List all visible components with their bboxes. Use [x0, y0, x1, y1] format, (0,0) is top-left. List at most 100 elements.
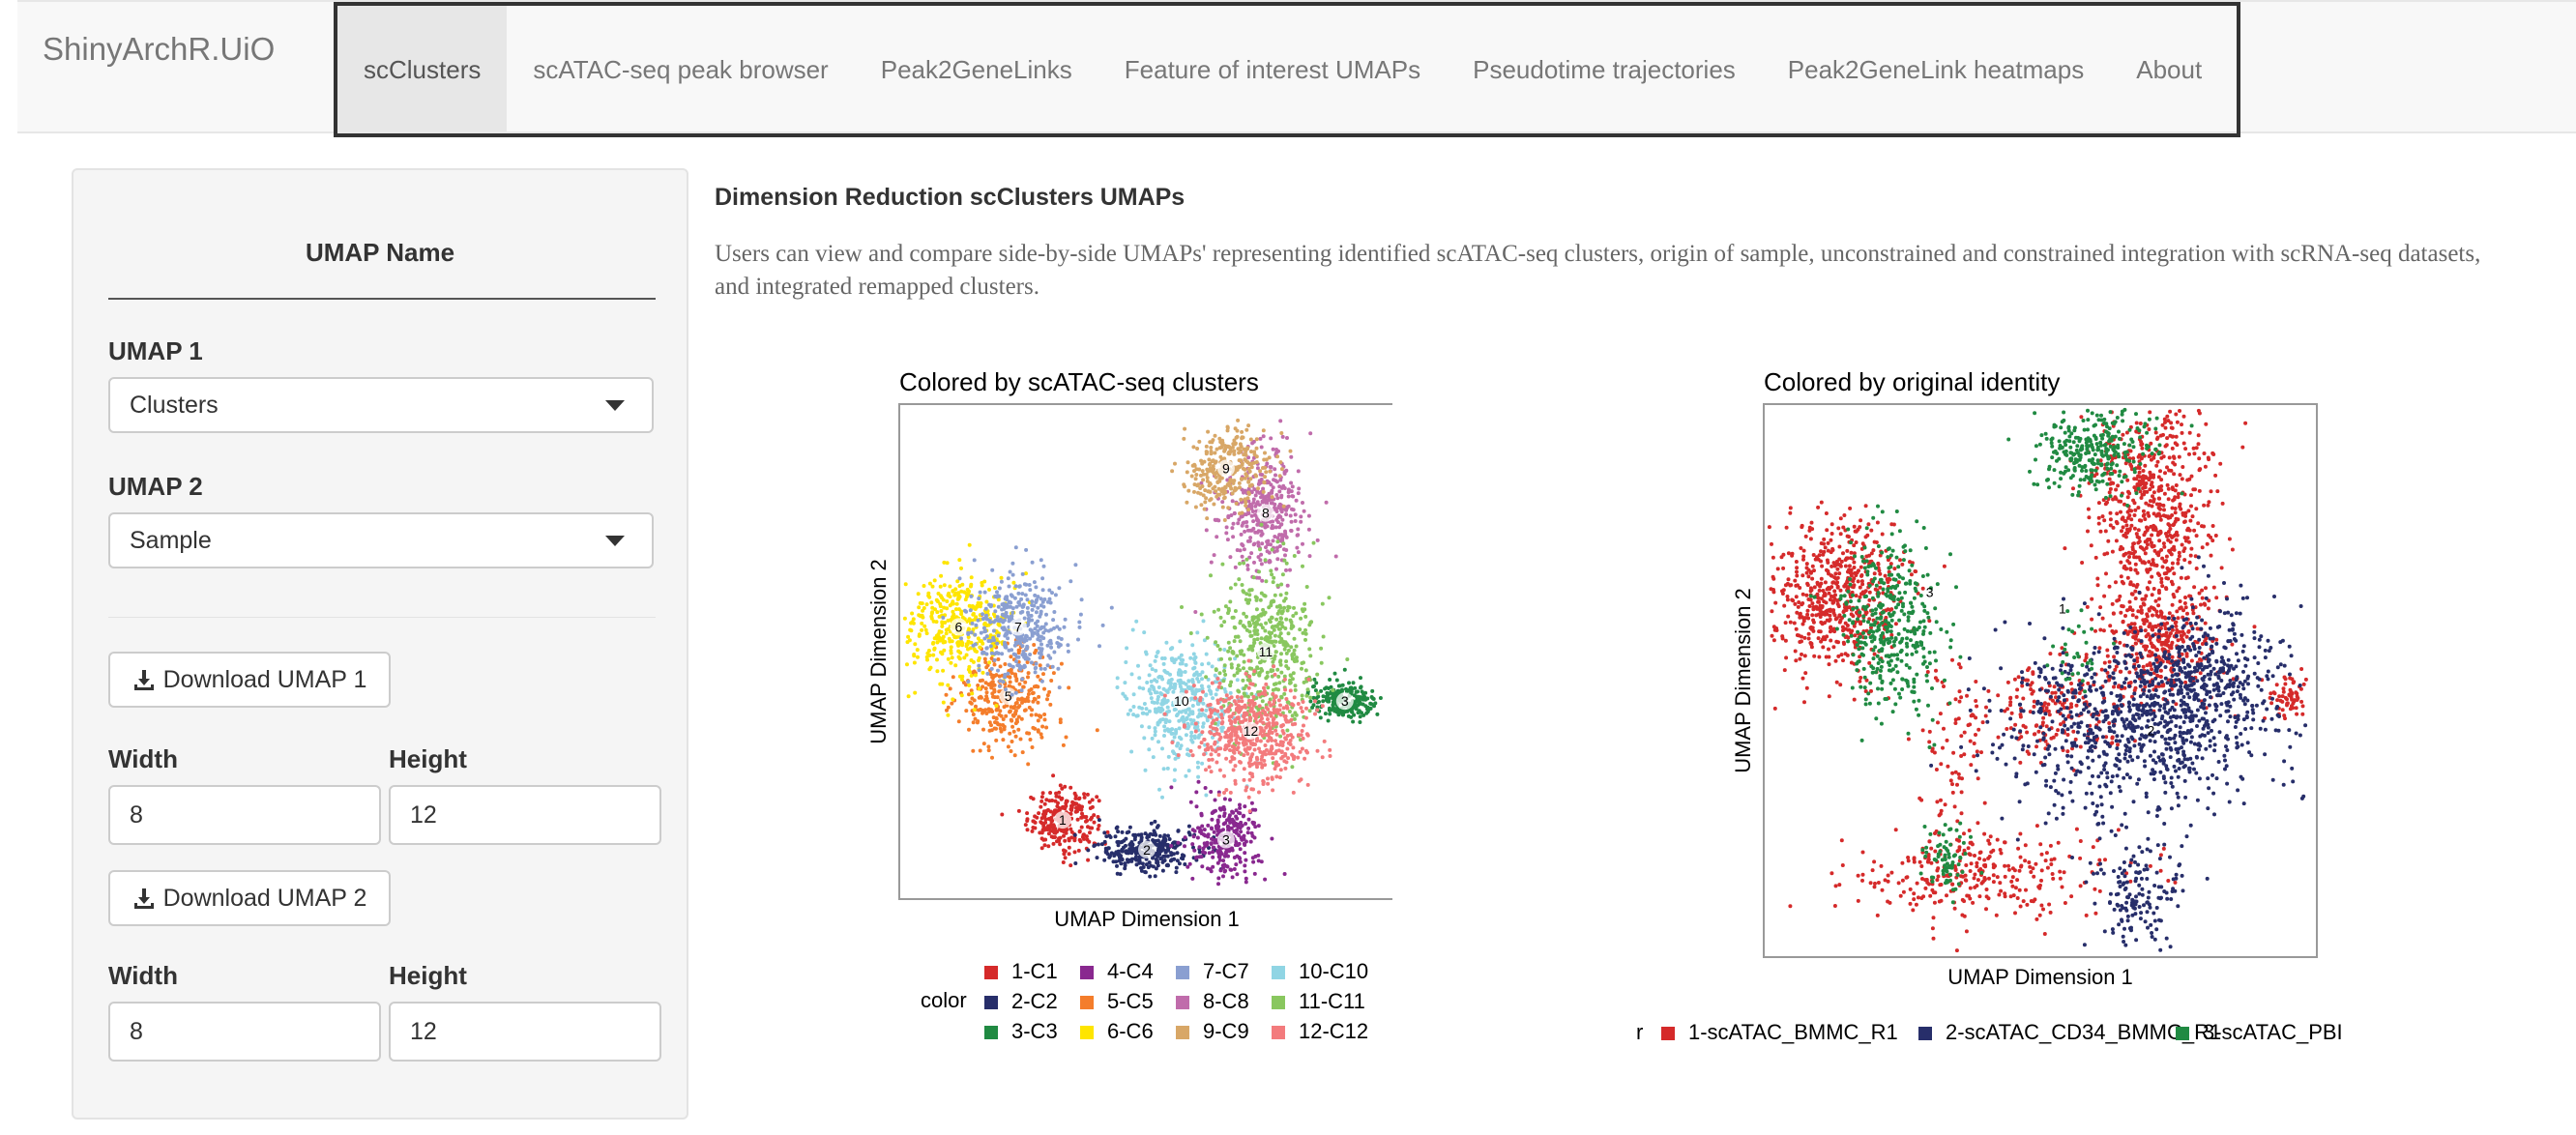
download-umap2-button[interactable]: Download UMAP 2 [108, 870, 391, 926]
point [1039, 649, 1043, 654]
point [1896, 580, 1901, 585]
point [1013, 690, 1018, 695]
point [1213, 433, 1217, 438]
point [1246, 795, 1251, 800]
point [1288, 673, 1293, 678]
point [1265, 713, 1270, 717]
point [1238, 485, 1242, 490]
point [1273, 473, 1277, 478]
point [1048, 791, 1053, 795]
point [1207, 851, 1212, 856]
point [1192, 725, 1197, 730]
point [1284, 568, 1288, 572]
point [1212, 502, 1216, 507]
point [1083, 815, 1088, 820]
point [1804, 566, 1809, 570]
point [998, 664, 1003, 669]
point [1838, 532, 1843, 537]
cluster-label: 10 [1174, 693, 1189, 709]
point [1017, 634, 1022, 639]
point [1204, 652, 1209, 656]
point [1800, 573, 1805, 578]
tab-peak2genelinks[interactable]: Peak2GeneLinks [880, 54, 1072, 84]
tab-peak-browser[interactable]: scATAC-seq peak browser [533, 54, 829, 84]
point [1807, 604, 1812, 608]
point [1340, 687, 1344, 692]
point [957, 656, 962, 661]
point [1013, 672, 1017, 677]
point [1272, 664, 1276, 669]
point [1020, 592, 1025, 597]
point [2120, 529, 2123, 534]
point [1284, 704, 1289, 709]
height2-input[interactable]: 12 [389, 1002, 661, 1062]
point [1244, 614, 1248, 619]
point [1008, 731, 1012, 736]
point [942, 605, 947, 610]
point [1080, 815, 1084, 820]
point [1772, 627, 1777, 632]
point [1075, 809, 1079, 814]
point [1224, 848, 1229, 853]
point [1825, 587, 1830, 592]
tab-about[interactable]: About [2136, 54, 2203, 84]
tab-pseudotime[interactable]: Pseudotime trajectories [1473, 54, 1736, 84]
point [944, 631, 949, 636]
point [1016, 808, 1021, 813]
legend-swatch [1176, 1026, 1189, 1039]
point [986, 699, 990, 704]
point [1085, 837, 1090, 842]
width1-input[interactable]: 8 [108, 785, 381, 845]
point [1206, 866, 1210, 871]
point [1279, 652, 1283, 656]
point [1136, 663, 1140, 668]
umap1-select[interactable]: Clusters [108, 377, 654, 433]
point [1013, 545, 1018, 550]
point [1217, 681, 1222, 685]
point [1238, 859, 1243, 864]
point [1137, 859, 1142, 864]
point [1160, 845, 1165, 850]
point [1192, 692, 1197, 697]
point [1866, 522, 1871, 527]
cluster-label: 12 [1244, 723, 1259, 739]
point [1836, 526, 1841, 531]
cluster-label: 3 [1341, 693, 1349, 709]
point [1085, 792, 1090, 797]
point [1153, 690, 1157, 695]
point [981, 626, 986, 630]
umap2-select[interactable]: Sample [108, 512, 654, 568]
app-brand[interactable]: ShinyArchR.UiO [43, 31, 276, 67]
point [1115, 871, 1120, 876]
point [1042, 801, 1047, 806]
point [1247, 621, 1252, 626]
height1-input[interactable]: 12 [389, 785, 661, 845]
width2-input[interactable]: 8 [108, 1002, 381, 1062]
point [938, 638, 943, 643]
tab-heatmaps[interactable]: Peak2GeneLink heatmaps [1787, 54, 2085, 84]
point [983, 660, 988, 664]
point [967, 542, 972, 547]
tab-scclusters[interactable]: scClusters [337, 6, 508, 133]
download-umap1-button[interactable]: Download UMAP 1 [108, 652, 391, 708]
point [940, 652, 945, 656]
point [1257, 569, 1261, 574]
point [1016, 648, 1021, 653]
point [1199, 503, 1204, 508]
point [956, 597, 961, 601]
point [1259, 445, 1264, 450]
point [1169, 844, 1174, 848]
point [1200, 761, 1205, 766]
point [1190, 828, 1195, 832]
point [1251, 519, 1256, 524]
point [1186, 747, 1190, 752]
point [1026, 762, 1031, 767]
point [946, 713, 951, 717]
point [1283, 597, 1288, 601]
point [1129, 672, 1134, 677]
point [1816, 636, 1821, 641]
point [1229, 714, 1234, 719]
point [1226, 606, 1231, 611]
point [1232, 511, 1237, 516]
tab-feature-umaps[interactable]: Feature of interest UMAPs [1124, 54, 1421, 84]
